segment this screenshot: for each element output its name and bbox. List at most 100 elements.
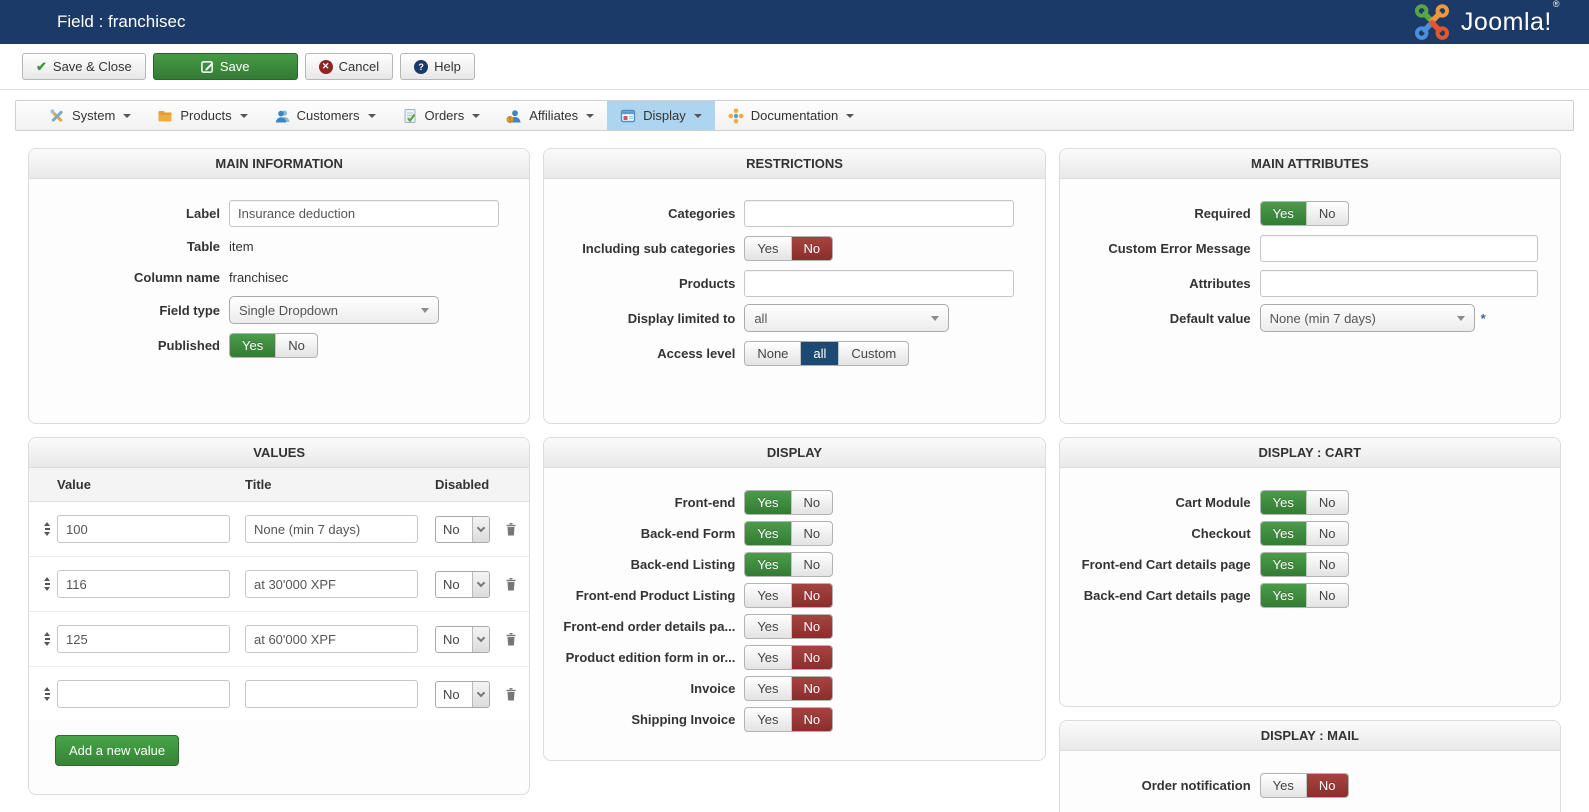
value-row: No bbox=[29, 502, 530, 557]
title-input[interactable] bbox=[245, 625, 418, 653]
delete-row-button[interactable] bbox=[506, 522, 516, 536]
value-row: No bbox=[29, 667, 530, 721]
yes-button[interactable]: Yes bbox=[1260, 521, 1307, 545]
yes-button[interactable]: Yes bbox=[1260, 490, 1307, 514]
no-button[interactable]: No bbox=[1306, 773, 1348, 797]
sub-categories-yes-button[interactable]: Yes bbox=[745, 236, 792, 260]
cancel-button[interactable]: ✕ Cancel bbox=[304, 53, 394, 80]
no-button[interactable]: No bbox=[803, 556, 821, 572]
drag-handle-icon[interactable] bbox=[37, 522, 57, 536]
value-input[interactable] bbox=[57, 680, 230, 708]
disabled-select[interactable]: No bbox=[435, 680, 490, 708]
field-type-label: Field type bbox=[159, 302, 220, 318]
invoice-label: Invoice bbox=[690, 680, 736, 696]
display-limited-select[interactable]: all bbox=[744, 304, 950, 332]
field-type-select[interactable]: Single Dropdown bbox=[229, 296, 439, 324]
save-button[interactable]: Save bbox=[152, 53, 298, 80]
menu-item-display[interactable]: Display bbox=[607, 101, 715, 130]
disabled-select[interactable]: No bbox=[435, 515, 490, 543]
caret-down-icon bbox=[586, 113, 595, 118]
delete-row-button[interactable] bbox=[506, 577, 516, 591]
value-input[interactable] bbox=[57, 625, 230, 653]
check-icon: ✔ bbox=[36, 58, 47, 74]
menu-item-customers[interactable]: Customers bbox=[261, 101, 389, 130]
published-no-button[interactable]: No bbox=[288, 337, 305, 353]
invoice-toggle: Yes No bbox=[744, 675, 834, 701]
menu-item-products[interactable]: Products bbox=[144, 101, 260, 130]
no-button[interactable]: No bbox=[791, 645, 833, 669]
no-button[interactable]: No bbox=[1318, 556, 1336, 572]
default-value-select[interactable]: None (min 7 days) bbox=[1259, 304, 1475, 332]
title-input[interactable] bbox=[245, 680, 418, 708]
required-yes-button[interactable]: Yes bbox=[1260, 201, 1307, 225]
title-input[interactable] bbox=[245, 515, 418, 543]
yes-button[interactable]: Yes bbox=[745, 490, 792, 514]
menu-item-affiliates[interactable]: $ Affiliates bbox=[493, 101, 607, 130]
top-header-bar: Field : franchisec Joomla!® bbox=[0, 0, 1589, 44]
main-menu-bar: System Products Customers bbox=[15, 100, 1574, 131]
no-button[interactable]: No bbox=[791, 707, 833, 731]
no-button[interactable]: No bbox=[1318, 587, 1336, 603]
yes-button[interactable]: Yes bbox=[745, 614, 792, 638]
access-all-button[interactable]: all bbox=[801, 341, 840, 365]
no-button[interactable]: No bbox=[803, 494, 821, 510]
front-end-cart-details-toggle: Yes No bbox=[1259, 551, 1349, 577]
label-field-label: Label bbox=[186, 205, 220, 221]
yes-button[interactable]: Yes bbox=[1260, 552, 1307, 576]
no-button[interactable]: No bbox=[791, 583, 833, 607]
panel-title: VALUES bbox=[29, 438, 530, 468]
value-input[interactable] bbox=[57, 515, 230, 543]
sub-categories-no-button[interactable]: No bbox=[791, 236, 833, 260]
yes-button[interactable]: Yes bbox=[745, 645, 792, 669]
no-button[interactable]: No bbox=[1318, 494, 1336, 510]
column-name-value: franchisec bbox=[229, 269, 289, 285]
menu-item-orders[interactable]: Orders bbox=[389, 101, 494, 130]
menu-item-documentation[interactable]: Documentation bbox=[715, 101, 867, 130]
yes-button[interactable]: Yes bbox=[745, 583, 792, 607]
access-level-segmented: None all Custom bbox=[744, 340, 910, 366]
yes-button[interactable]: Yes bbox=[745, 707, 792, 731]
cart-module-toggle: Yes No bbox=[1259, 489, 1349, 515]
value-input[interactable] bbox=[57, 570, 230, 598]
yes-button[interactable]: Yes bbox=[745, 552, 792, 576]
delete-row-button[interactable] bbox=[506, 632, 516, 646]
drag-handle-icon[interactable] bbox=[37, 687, 57, 701]
published-yes-button[interactable]: Yes bbox=[230, 333, 277, 357]
save-close-button[interactable]: ✔ Save & Close bbox=[22, 53, 146, 80]
front-end-product-listing-toggle: Yes No bbox=[744, 582, 834, 608]
no-button[interactable]: No bbox=[803, 525, 821, 541]
products-input[interactable] bbox=[744, 269, 1015, 297]
categories-input[interactable] bbox=[744, 199, 1015, 227]
no-button[interactable]: No bbox=[1318, 525, 1336, 541]
panel-title: DISPLAY bbox=[544, 438, 1045, 468]
title-input[interactable] bbox=[245, 570, 418, 598]
column-left: MAIN INFORMATION Label Table item Column… bbox=[28, 148, 531, 795]
label-input[interactable] bbox=[229, 199, 499, 227]
no-button[interactable]: No bbox=[791, 614, 833, 638]
add-new-value-button[interactable]: Add a new value bbox=[55, 735, 180, 766]
product-edition-form-toggle: Yes No bbox=[744, 644, 834, 670]
no-button[interactable]: No bbox=[791, 676, 833, 700]
custom-error-message-input[interactable] bbox=[1259, 234, 1538, 262]
required-toggle: Yes No bbox=[1259, 200, 1349, 226]
yes-button[interactable]: Yes bbox=[745, 521, 792, 545]
delete-row-button[interactable] bbox=[506, 687, 516, 701]
yes-button[interactable]: Yes bbox=[745, 676, 792, 700]
disabled-select[interactable]: No bbox=[435, 625, 490, 653]
access-none-button[interactable]: None bbox=[745, 341, 802, 365]
drag-handle-icon[interactable] bbox=[37, 577, 57, 591]
drag-handle-icon[interactable] bbox=[37, 632, 57, 646]
front-end-order-details-toggle: Yes No bbox=[744, 613, 834, 639]
disabled-select[interactable]: No bbox=[435, 570, 490, 598]
menu-item-system[interactable]: System bbox=[36, 101, 144, 130]
joomla-logo: Joomla!® bbox=[1411, 0, 1559, 41]
caret-down-icon bbox=[846, 113, 855, 118]
attributes-input[interactable] bbox=[1259, 269, 1538, 297]
access-custom-button[interactable]: Custom bbox=[851, 345, 897, 361]
help-button[interactable]: ? Help bbox=[400, 53, 475, 80]
value-row: No bbox=[29, 557, 530, 612]
required-no-button[interactable]: No bbox=[1318, 205, 1336, 221]
yes-button[interactable]: Yes bbox=[1261, 773, 1307, 797]
front-end-order-details-label: Front-end order details pa... bbox=[563, 618, 736, 634]
yes-button[interactable]: Yes bbox=[1260, 583, 1307, 607]
